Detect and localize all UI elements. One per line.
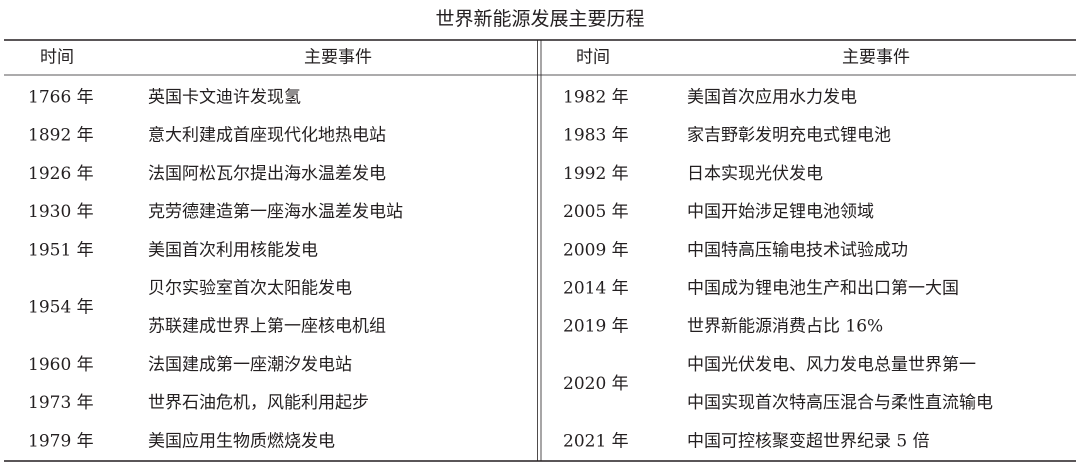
event-cell: 日本实现光伏发电: [687, 164, 823, 184]
year-cell: 2005 年: [563, 202, 629, 222]
event-cell: 法国阿松瓦尔提出海水温差发电: [148, 164, 386, 184]
event-cell: 中国成为锂电池生产和出口第一大国: [687, 279, 959, 299]
event-cell: 美国首次利用核能发电: [148, 240, 318, 260]
event-cell: 苏联建成世界上第一座核电机组: [148, 317, 386, 337]
column-header: 主要事件: [842, 48, 910, 68]
year-cell: 1766 年: [28, 88, 94, 108]
year-cell: 1982 年: [563, 88, 629, 108]
year-cell: 1973 年: [28, 393, 94, 413]
column-header: 时间: [40, 48, 74, 68]
event-cell: 法国建成第一座潮汐发电站: [148, 355, 352, 375]
event-cell: 世界石油危机，风能利用起步: [148, 393, 369, 413]
column-header: 时间: [576, 48, 610, 68]
event-cell: 英国卡文迪许发现氢: [148, 88, 301, 108]
event-cell: 美国应用生物质燃烧发电: [148, 431, 335, 451]
year-cell: 1954 年: [28, 298, 94, 318]
event-cell: 克劳德建造第一座海水温差发电站: [148, 202, 403, 222]
year-cell: 1951 年: [28, 240, 94, 260]
year-cell: 2009 年: [563, 240, 629, 260]
title: 世界新能源发展主要历程: [435, 8, 644, 30]
year-cell: 1983 年: [563, 126, 629, 146]
event-cell: 中国实现首次特高压混合与柔性直流输电: [687, 393, 993, 413]
year-cell: 1892 年: [28, 126, 94, 146]
year-cell: 2019 年: [563, 317, 629, 337]
event-cell: 中国光伏发电、风力发电总量世界第一: [687, 355, 976, 375]
year-cell: 2020 年: [563, 374, 629, 394]
year-cell: 1926 年: [28, 164, 94, 184]
column-header: 主要事件: [304, 48, 372, 68]
event-cell: 世界新能源消费占比 16%: [687, 317, 883, 337]
year-cell: 1979 年: [28, 431, 94, 451]
event-cell: 中国开始涉足锂电池领域: [687, 202, 874, 222]
event-cell: 意大利建成首座现代化地热电站: [148, 126, 386, 146]
event-cell: 中国可控核聚变超世界纪录 5 倍: [687, 431, 930, 451]
year-cell: 1992 年: [563, 164, 629, 184]
event-cell: 家吉野彰发明充电式锂电池: [687, 126, 891, 146]
year-cell: 2014 年: [563, 279, 629, 299]
year-cell: 1930 年: [28, 202, 94, 222]
year-cell: 1960 年: [28, 355, 94, 375]
event-cell: 贝尔实验室首次太阳能发电: [148, 279, 352, 299]
year-cell: 2021 年: [563, 431, 629, 451]
event-cell: 美国首次应用水力发电: [687, 88, 857, 108]
event-cell: 中国特高压输电技术试验成功: [687, 240, 908, 260]
